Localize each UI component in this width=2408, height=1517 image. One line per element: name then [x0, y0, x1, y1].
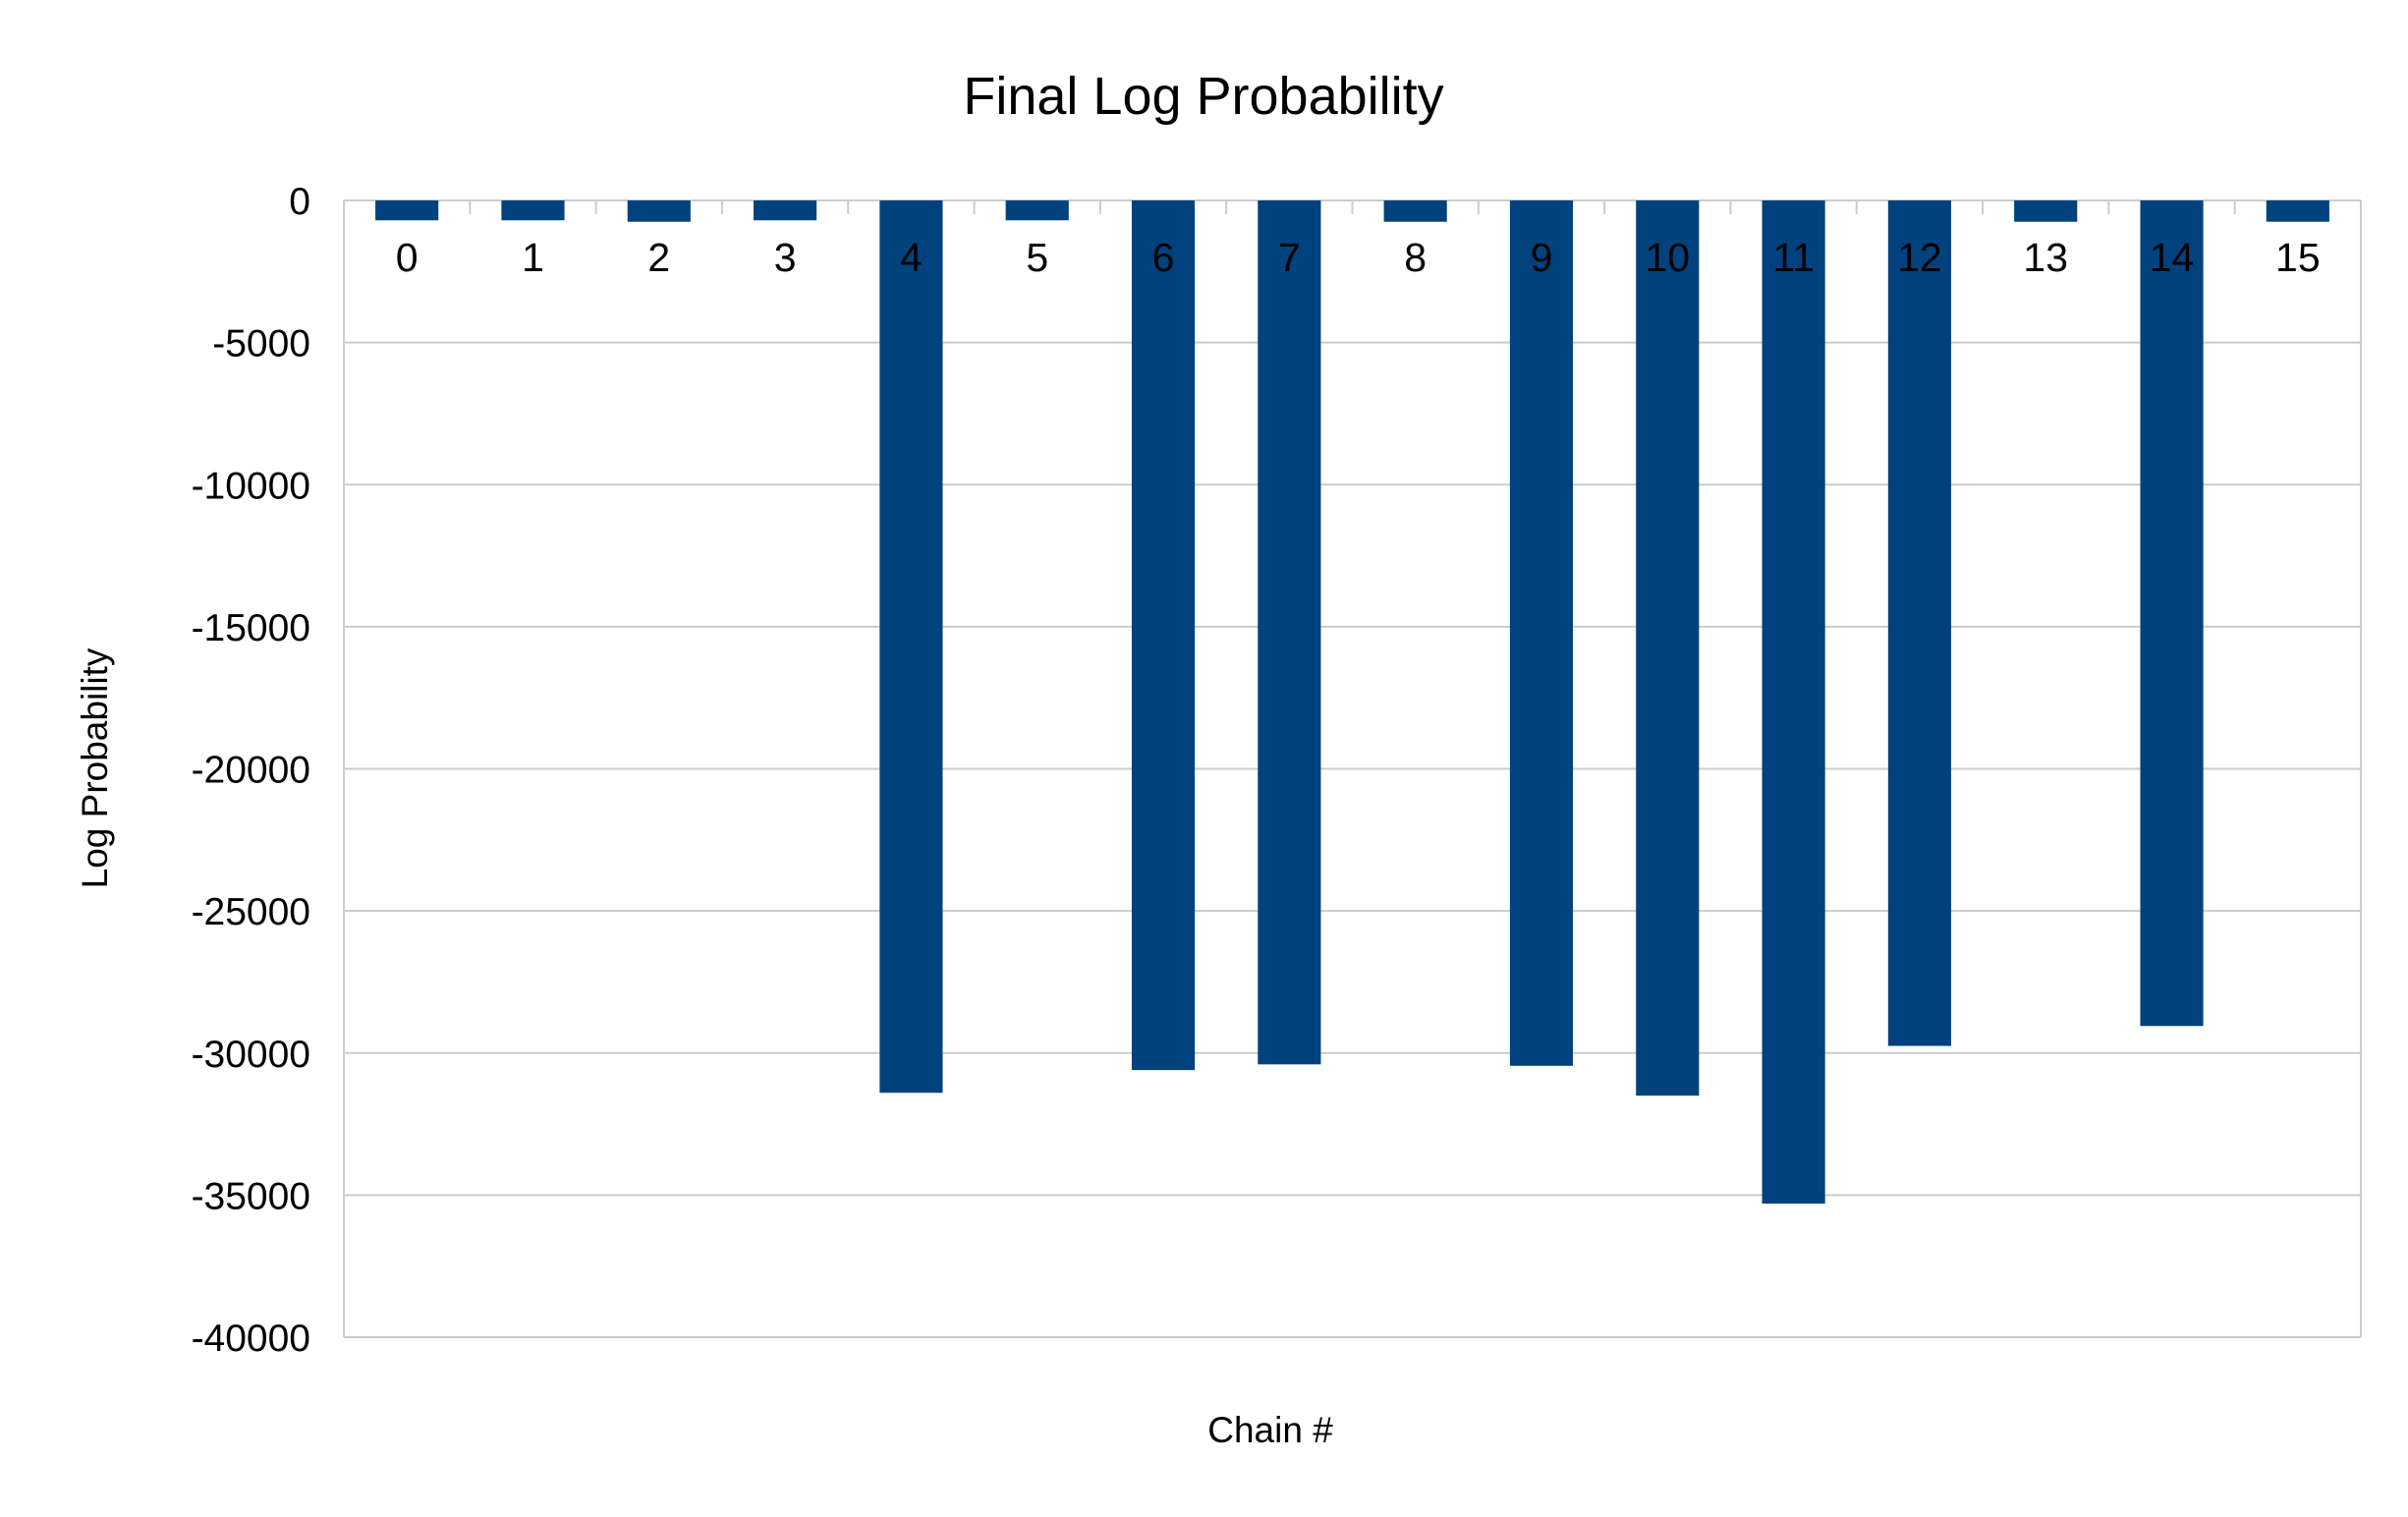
y-tick-label: -20000: [192, 750, 310, 792]
bar: [375, 200, 439, 221]
bars: [375, 200, 2329, 1205]
y-tick-labels: 0 -5000 -10000 -15000 -20000 -25000 -30000 -350…: [192, 181, 310, 1360]
x-tick-label: 14: [2150, 235, 2195, 280]
x-tick-label: 12: [1897, 235, 1942, 280]
bar: [879, 200, 943, 1094]
x-tick-label: 2: [647, 235, 670, 280]
x-axis-label: Chain #: [1207, 1410, 1333, 1450]
x-tick-label: 13: [2023, 235, 2068, 280]
x-tick-label: 0: [396, 235, 419, 280]
bar: [1762, 200, 1825, 1205]
bar: [1509, 200, 1574, 1066]
gridlines: [343, 199, 2362, 1338]
x-tick-label: 7: [1278, 235, 1301, 280]
chart-title: Final Log Probability: [963, 67, 1443, 126]
x-tick-label: 11: [1772, 235, 1815, 280]
x-tick-label: 15: [2275, 235, 2321, 280]
x-tick-labels: 0 1 2 3 4 5 6 7 8 9 10 11 12 13 14 15: [396, 235, 2321, 280]
x-tick-label: 1: [522, 235, 544, 280]
bar: [2140, 200, 2204, 1027]
bar: [2014, 200, 2078, 222]
y-tick-label: -10000: [192, 465, 310, 507]
bar: [1131, 200, 1196, 1071]
y-tick-label: -15000: [192, 607, 310, 649]
bar: [1887, 200, 1951, 1046]
x-tick-label: 9: [1531, 235, 1553, 280]
x-tick-label: 6: [1152, 235, 1175, 280]
y-tick-label: -30000: [192, 1034, 310, 1076]
x-tick-label: 8: [1404, 235, 1427, 280]
y-axis-label: Log Probability: [75, 647, 115, 888]
bar: [627, 200, 691, 222]
y-tick-label: -35000: [192, 1175, 310, 1217]
y-tick-label: -40000: [192, 1318, 310, 1360]
bar: [2266, 200, 2329, 222]
x-tick-label: 5: [1026, 235, 1048, 280]
x-tick-label: 10: [1645, 235, 1690, 280]
bar: [754, 200, 817, 221]
bar: [1636, 200, 1700, 1096]
x-tick-label: 3: [774, 235, 797, 280]
bar: [1258, 200, 1321, 1065]
y-tick-label: -5000: [212, 323, 310, 365]
y-tick-label: -25000: [192, 891, 310, 933]
x-tick-label: 4: [900, 235, 923, 280]
bar: [1383, 200, 1447, 222]
bar: [1005, 200, 1069, 221]
y-tick-label: 0: [289, 181, 310, 223]
bar: [501, 200, 565, 221]
